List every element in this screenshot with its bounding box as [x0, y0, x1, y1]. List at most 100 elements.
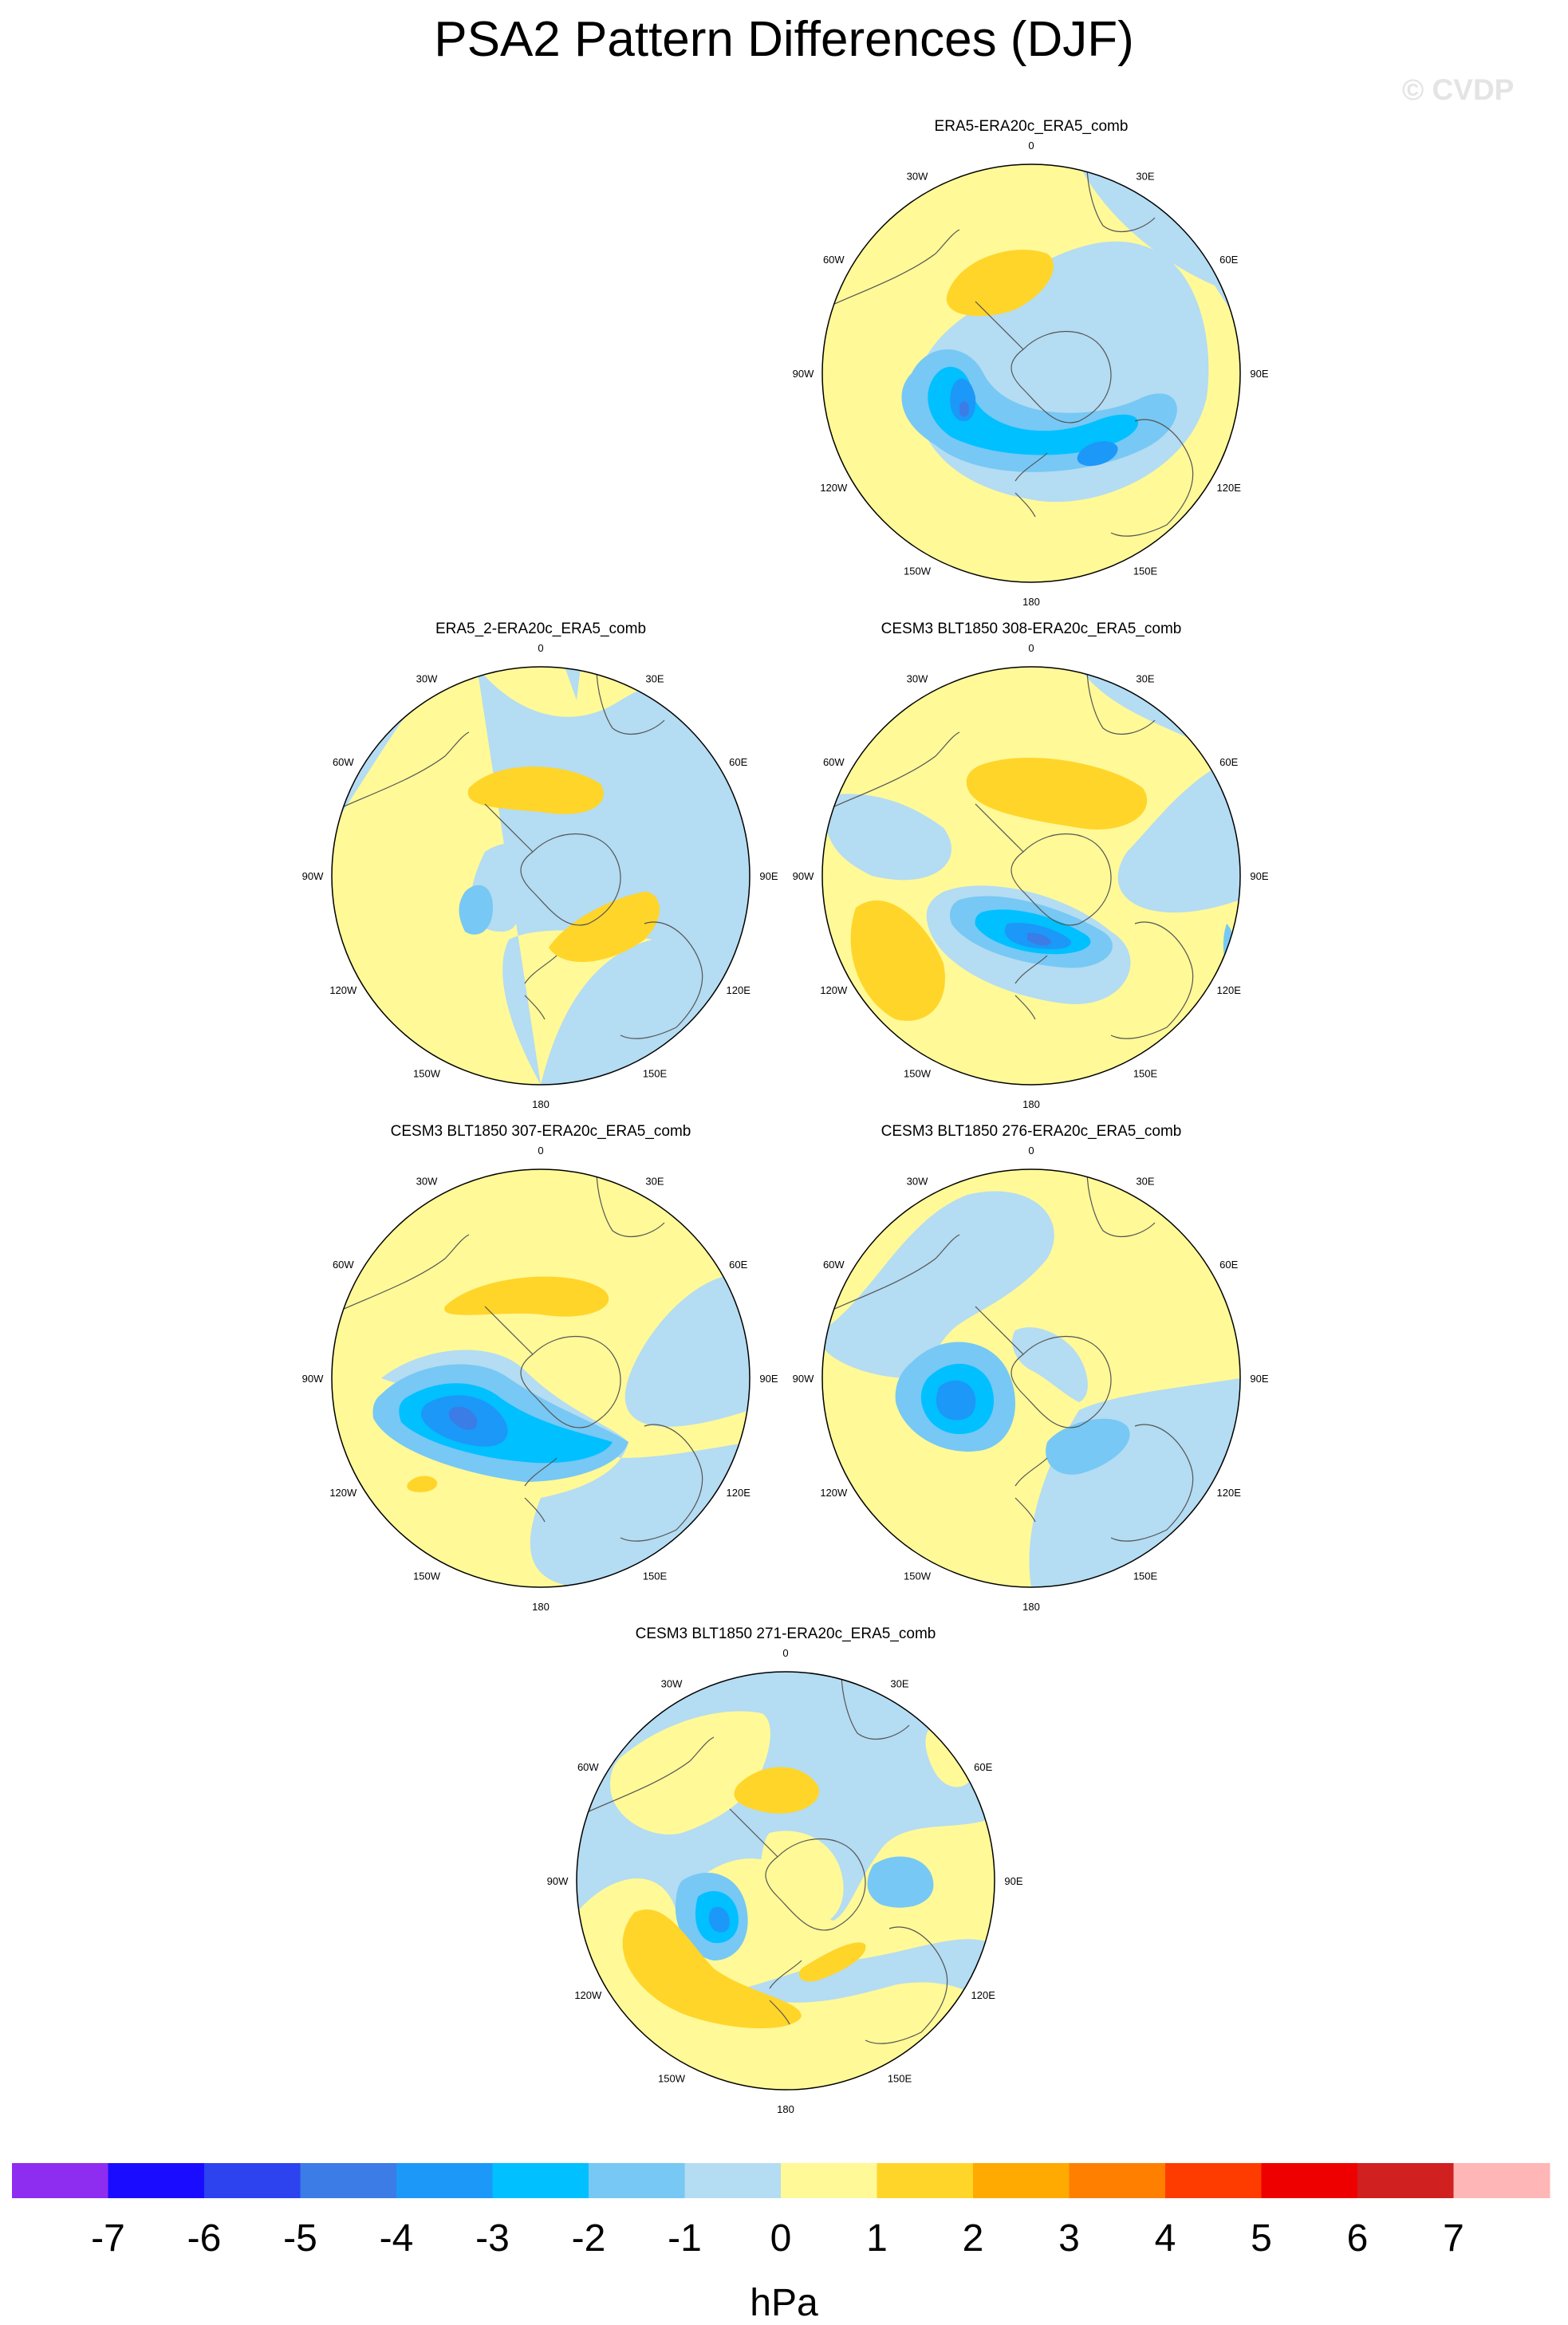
coastline — [975, 803, 1024, 853]
coastline — [822, 229, 960, 310]
longitude-label: 120E — [1217, 984, 1242, 996]
panel-title: CESM3 BLT1850 271-ERA20c_ERA5_comb — [635, 1626, 936, 1642]
longitude-label: 90W — [793, 870, 814, 882]
longitude-label: 30E — [645, 1175, 664, 1187]
contour-region — [950, 378, 976, 422]
contour-region — [622, 1909, 802, 2028]
longitude-label: 90W — [547, 1875, 569, 1887]
longitude-label: 120E — [727, 1487, 751, 1499]
map-boundary — [821, 666, 1241, 1086]
contour-region — [1027, 932, 1051, 946]
longitude-label: 150E — [1133, 1068, 1158, 1080]
longitude-label: 60W — [333, 756, 354, 768]
contour-region — [867, 1856, 934, 1908]
longitude-label: 30E — [1136, 170, 1154, 182]
longitude-label: 0 — [1028, 140, 1034, 152]
longitude-label: 60W — [577, 1761, 599, 1773]
longitude-label: 120E — [1217, 1487, 1242, 1499]
contour-region — [966, 757, 1148, 830]
coastline — [822, 1234, 960, 1315]
contour-region — [822, 1191, 1054, 1378]
colorbar-swatch — [684, 2163, 782, 2198]
longitude-label: 0 — [538, 642, 543, 654]
longitude-label: 120E — [727, 984, 751, 996]
contour-region — [1046, 1418, 1130, 1475]
coastline — [1086, 667, 1156, 735]
contour-region — [959, 401, 969, 417]
coastline — [1086, 164, 1156, 233]
cvdp-watermark: © CVDP — [1402, 73, 1515, 106]
map-boundary — [331, 1168, 751, 1588]
contour-region — [448, 1406, 478, 1430]
colorbar-tick-label: -5 — [283, 2217, 317, 2260]
coastline — [484, 1306, 534, 1355]
colorbar-tick-label: 1 — [866, 2217, 888, 2260]
coastline — [841, 1672, 910, 1740]
contour-region — [734, 1767, 819, 1814]
colorbar-tick-label: -1 — [668, 2217, 702, 2260]
longitude-label: 0 — [1028, 1145, 1034, 1157]
longitude-label: 30W — [907, 1175, 928, 1187]
contour-region — [1117, 756, 1240, 913]
colorbar-tick-label: -3 — [475, 2217, 510, 2260]
coastline — [620, 921, 703, 1039]
longitude-label: 150W — [904, 1570, 932, 1582]
colorbar-tick-label: -2 — [572, 2217, 606, 2260]
longitude-label: 60E — [729, 1259, 747, 1271]
longitude-label: 90E — [759, 1373, 778, 1385]
contour-region — [565, 667, 581, 700]
colorbar: -7 -6 -5 -4 -3 -2 -1 0 1 2 3 4 5 6 7 — [12, 2163, 1550, 2260]
polar-map: 0 30E 60E 90E 120E 150E 180 150W 120W 90W 60W 30W — [302, 642, 778, 1110]
coastline — [332, 1234, 470, 1315]
colorbar-swatch — [396, 2163, 493, 2198]
colorbar-tick-label: -7 — [91, 2217, 125, 2260]
longitude-label: 120W — [329, 1487, 357, 1499]
longitude-label: 60E — [974, 1761, 992, 1773]
longitude-label: 150E — [1133, 565, 1158, 577]
contour-region — [822, 794, 951, 881]
colorbar-tick-label: 5 — [1251, 2217, 1272, 2260]
contour-region — [610, 1711, 770, 1834]
colorbar-tick-label: 2 — [963, 2217, 984, 2260]
longitude-label: 90W — [793, 368, 814, 380]
longitude-label: 30W — [416, 672, 438, 684]
longitude-label: 180 — [1022, 1601, 1040, 1613]
contour-region — [381, 1350, 750, 1587]
panel-title: ERA5-ERA20c_ERA5_comb — [934, 118, 1129, 135]
longitude-label: 60E — [1219, 1259, 1238, 1271]
coastline — [1110, 419, 1194, 537]
contour-region — [459, 885, 493, 935]
longitude-label: 180 — [532, 1098, 550, 1110]
coastline — [332, 731, 470, 813]
panel-title: ERA5_2-ERA20c_ERA5_comb — [435, 621, 647, 637]
contour-region — [624, 1274, 750, 1427]
contour-region — [1077, 441, 1118, 467]
coastline — [1014, 452, 1048, 518]
contour-region — [759, 1830, 844, 1929]
longitude-label: 150E — [888, 2073, 912, 2085]
contour-region — [708, 1906, 730, 1933]
coastline — [1110, 921, 1194, 1039]
longitude-label: 30W — [907, 170, 928, 182]
polar-map: 0 30E 60E 90E 120E 150E 180 150W 120W 90W 60W 30W — [547, 1647, 1023, 2115]
contour-region — [1012, 1327, 1088, 1402]
colorbar-tick-label: 7 — [1443, 2217, 1464, 2260]
longitude-label: 60W — [333, 1259, 354, 1271]
coastline — [865, 1926, 948, 2044]
colorbar-tick-label: 0 — [770, 2217, 792, 2260]
longitude-label: 120E — [1217, 482, 1242, 494]
longitude-label: 150W — [658, 2073, 686, 2085]
polar-map: 0 30E 60E 90E 120E 150E 180 150W 120W 90W 60W 30W — [793, 1145, 1269, 1613]
longitude-label: 90E — [759, 870, 778, 882]
longitude-label: 120W — [574, 1989, 602, 2001]
longitude-label: 30W — [661, 1677, 683, 1689]
map-boundary — [821, 164, 1241, 583]
contour-region — [407, 1476, 438, 1492]
colorbar-swatch — [204, 2163, 301, 2198]
colorbar-swatch — [492, 2163, 589, 2198]
coastline — [975, 1306, 1024, 1355]
colorbar-tick-label: -6 — [187, 2217, 222, 2260]
longitude-label: 180 — [777, 2103, 794, 2115]
longitude-label: 30E — [1136, 672, 1154, 684]
coastline — [822, 731, 960, 813]
